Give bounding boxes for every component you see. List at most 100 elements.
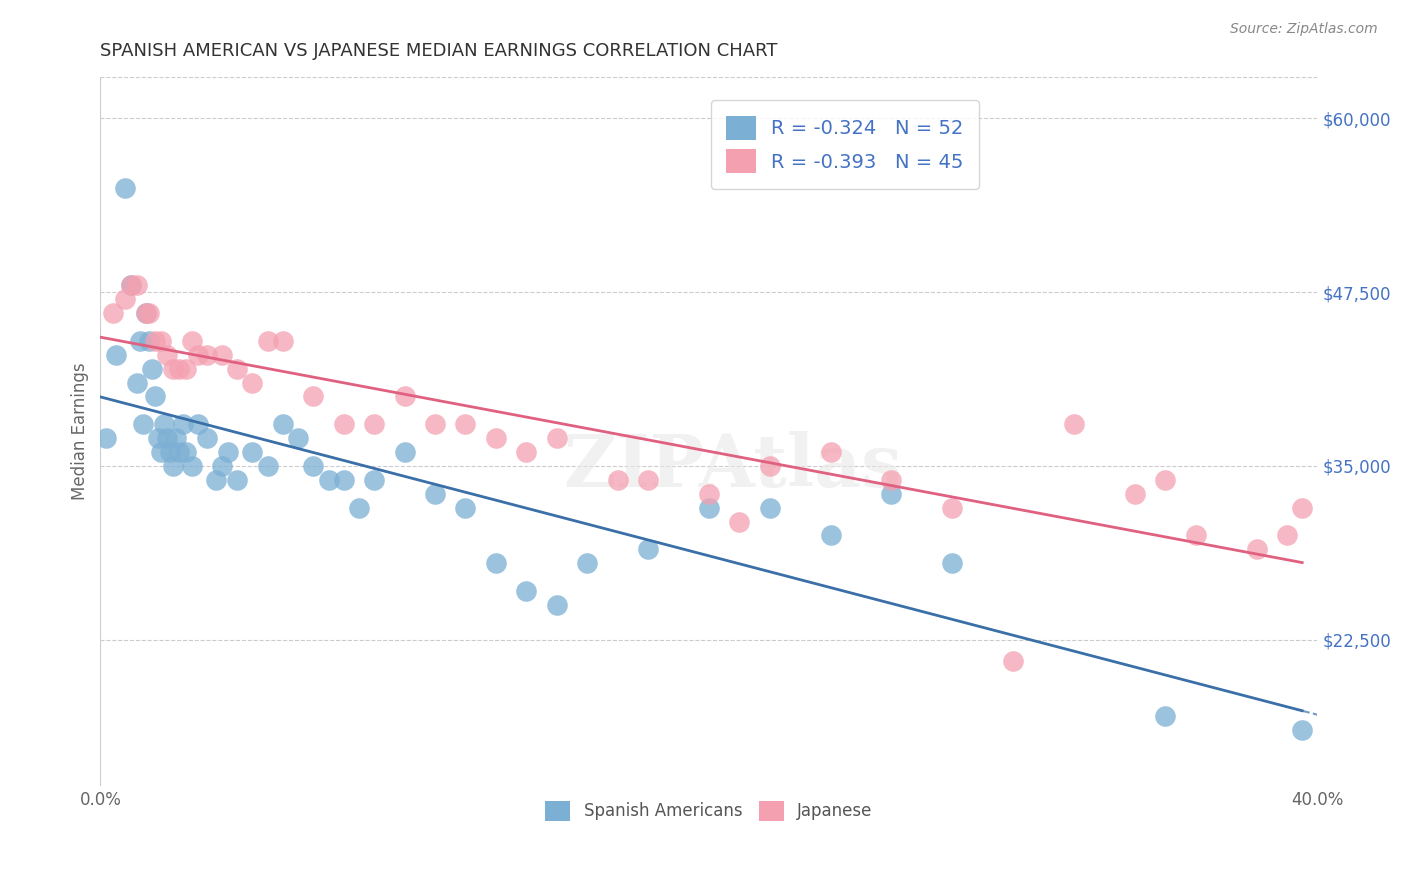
Point	[287, 431, 309, 445]
Point	[637, 542, 659, 557]
Point	[242, 445, 264, 459]
Point	[132, 417, 155, 432]
Point	[138, 334, 160, 348]
Point	[1123, 487, 1146, 501]
Point	[138, 306, 160, 320]
Point	[242, 376, 264, 390]
Point	[256, 334, 278, 348]
Point	[363, 473, 385, 487]
Point	[423, 487, 446, 501]
Point	[271, 417, 294, 432]
Point	[332, 417, 354, 432]
Point	[1063, 417, 1085, 432]
Point	[271, 334, 294, 348]
Point	[485, 556, 508, 570]
Point	[394, 389, 416, 403]
Point	[226, 473, 249, 487]
Point	[1246, 542, 1268, 557]
Point	[135, 306, 157, 320]
Point	[135, 306, 157, 320]
Legend: Spanish Americans, Japanese: Spanish Americans, Japanese	[531, 787, 886, 834]
Point	[758, 458, 780, 473]
Point	[165, 431, 187, 445]
Point	[150, 334, 173, 348]
Point	[174, 361, 197, 376]
Point	[758, 500, 780, 515]
Point	[394, 445, 416, 459]
Point	[485, 431, 508, 445]
Point	[606, 473, 628, 487]
Point	[256, 458, 278, 473]
Point	[114, 292, 136, 306]
Point	[576, 556, 599, 570]
Point	[143, 334, 166, 348]
Point	[546, 598, 568, 612]
Point	[101, 306, 124, 320]
Point	[302, 458, 325, 473]
Point	[302, 389, 325, 403]
Point	[120, 278, 142, 293]
Point	[174, 445, 197, 459]
Point	[1291, 723, 1313, 738]
Y-axis label: Median Earnings: Median Earnings	[72, 362, 89, 500]
Point	[423, 417, 446, 432]
Point	[172, 417, 194, 432]
Point	[728, 515, 751, 529]
Point	[454, 500, 477, 515]
Point	[195, 348, 218, 362]
Text: ZIPAtlas: ZIPAtlas	[564, 431, 903, 502]
Point	[941, 500, 963, 515]
Point	[169, 445, 191, 459]
Point	[941, 556, 963, 570]
Point	[195, 431, 218, 445]
Point	[180, 334, 202, 348]
Point	[156, 431, 179, 445]
Point	[454, 417, 477, 432]
Point	[1154, 709, 1177, 723]
Point	[515, 445, 537, 459]
Point	[150, 445, 173, 459]
Point	[125, 278, 148, 293]
Point	[546, 431, 568, 445]
Point	[318, 473, 340, 487]
Point	[211, 348, 233, 362]
Point	[1275, 528, 1298, 542]
Point	[332, 473, 354, 487]
Point	[226, 361, 249, 376]
Point	[169, 361, 191, 376]
Text: SPANISH AMERICAN VS JAPANESE MEDIAN EARNINGS CORRELATION CHART: SPANISH AMERICAN VS JAPANESE MEDIAN EARN…	[100, 42, 778, 60]
Point	[96, 431, 118, 445]
Point	[880, 473, 903, 487]
Point	[104, 348, 127, 362]
Point	[1291, 500, 1313, 515]
Point	[880, 487, 903, 501]
Point	[637, 473, 659, 487]
Point	[141, 361, 163, 376]
Point	[1154, 473, 1177, 487]
Point	[180, 458, 202, 473]
Point	[162, 458, 184, 473]
Text: Source: ZipAtlas.com: Source: ZipAtlas.com	[1230, 22, 1378, 37]
Point	[162, 361, 184, 376]
Point	[114, 181, 136, 195]
Point	[159, 445, 181, 459]
Point	[156, 348, 179, 362]
Point	[205, 473, 228, 487]
Point	[820, 445, 842, 459]
Point	[143, 389, 166, 403]
Point	[697, 487, 720, 501]
Point	[129, 334, 152, 348]
Point	[153, 417, 176, 432]
Point	[120, 278, 142, 293]
Point	[187, 348, 209, 362]
Point	[1184, 528, 1206, 542]
Point	[515, 584, 537, 599]
Point	[146, 431, 169, 445]
Point	[1002, 654, 1025, 668]
Point	[347, 500, 370, 515]
Point	[697, 500, 720, 515]
Point	[820, 528, 842, 542]
Point	[363, 417, 385, 432]
Point	[217, 445, 239, 459]
Point	[125, 376, 148, 390]
